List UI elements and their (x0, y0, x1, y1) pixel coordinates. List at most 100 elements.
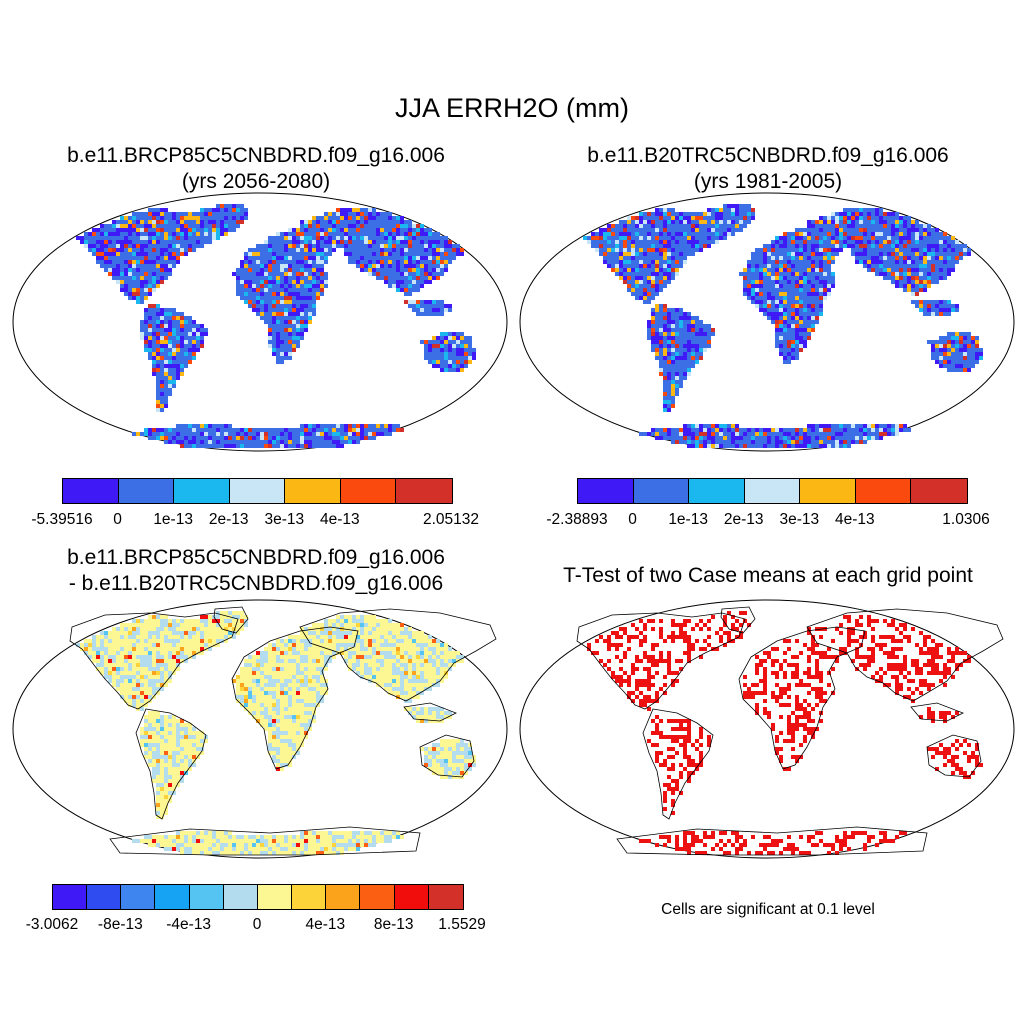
grid-cell (795, 312, 799, 316)
grid-cell (835, 444, 839, 448)
grid-cell (779, 320, 783, 324)
grid-cell (627, 220, 631, 224)
grid-cell (651, 216, 655, 220)
grid-cell (787, 436, 791, 440)
grid-cell (951, 368, 955, 372)
grid-cell (204, 212, 208, 216)
grid-cell (328, 639, 332, 643)
grid-cell (132, 276, 136, 280)
grid-cell (360, 216, 364, 220)
grid-cell (767, 268, 771, 272)
grid-cell (112, 220, 116, 224)
grid-cell (400, 224, 404, 228)
grid-cell (895, 268, 899, 272)
grid-cell (248, 440, 252, 444)
grid-cell (611, 232, 615, 236)
grid-cell (100, 635, 104, 639)
grid-cell (783, 264, 787, 268)
grid-cell (667, 408, 671, 412)
grid-cell (276, 643, 280, 647)
grid-cell (260, 440, 264, 444)
grid-cell (148, 619, 152, 623)
grid-cell (823, 216, 827, 220)
grid-cell (240, 204, 244, 208)
grid-cell (412, 288, 416, 292)
grid-cell (771, 280, 775, 284)
grid-cell (240, 432, 244, 436)
grid-cell (683, 260, 687, 264)
grid-cell (795, 320, 799, 324)
grid-cell (384, 619, 388, 623)
grid-cell (132, 631, 136, 635)
grid-cell (280, 432, 284, 436)
grid-cell (280, 272, 284, 276)
grid-cell (248, 284, 252, 288)
grid-cell (352, 424, 356, 428)
grid-cell (623, 248, 627, 252)
grid-cell (699, 340, 703, 344)
grid-cell (192, 212, 196, 216)
grid-cell (875, 240, 879, 244)
grid-cell (164, 635, 168, 639)
grid-cell (855, 224, 859, 228)
grid-cell (424, 635, 428, 639)
grid-cell (312, 623, 316, 627)
grid-cell (288, 340, 292, 344)
grid-cell (276, 340, 280, 344)
grid-cell (276, 344, 280, 348)
grid-cell (212, 428, 216, 432)
grid-cell (703, 212, 707, 216)
grid-cell (268, 264, 272, 268)
grid-cell (348, 627, 352, 631)
grid-cell (755, 288, 759, 292)
grid-cell (240, 436, 244, 440)
grid-cell (691, 344, 695, 348)
grid-cell (711, 232, 715, 236)
grid-cell (899, 256, 903, 260)
grid-cell (356, 436, 360, 440)
grid-cell (172, 316, 176, 320)
grid-cell (404, 288, 408, 292)
grid-cell (839, 424, 843, 428)
grid-cell (899, 272, 903, 276)
grid-cell (635, 248, 639, 252)
grid-cell (260, 268, 264, 272)
grid-cell (180, 352, 184, 356)
grid-cell (184, 352, 188, 356)
grid-cell (416, 288, 420, 292)
grid-cell (979, 356, 983, 360)
grid-cell (907, 220, 911, 224)
grid-cell (128, 627, 132, 631)
grid-cell (368, 212, 372, 216)
grid-cell (647, 300, 651, 304)
grid-cell (336, 216, 340, 220)
grid-cell (424, 340, 428, 344)
grid-cell (304, 643, 308, 647)
grid-cell (176, 220, 180, 224)
grid-cell (667, 436, 671, 440)
grid-cell (440, 268, 444, 272)
grid-cell (384, 232, 388, 236)
grid-cell (136, 268, 140, 272)
grid-cell (663, 404, 667, 408)
grid-cell (951, 360, 955, 364)
grid-cell (160, 252, 164, 256)
grid-cell (675, 264, 679, 268)
grid-cell (468, 360, 472, 364)
grid-cell (160, 240, 164, 244)
grid-cell (815, 444, 819, 448)
grid-cell (675, 324, 679, 328)
grid-cell (444, 308, 448, 312)
grid-cell (192, 631, 196, 635)
grid-cell (943, 364, 947, 368)
grid-cell (284, 236, 288, 240)
grid-cell (384, 623, 388, 627)
grid-cell (156, 436, 160, 440)
grid-cell (631, 244, 635, 248)
grid-cell (196, 324, 200, 328)
grid-cell (180, 244, 184, 248)
grid-cell (755, 444, 759, 448)
grid-cell (891, 260, 895, 264)
grid-cell (687, 232, 691, 236)
grid-cell (731, 220, 735, 224)
